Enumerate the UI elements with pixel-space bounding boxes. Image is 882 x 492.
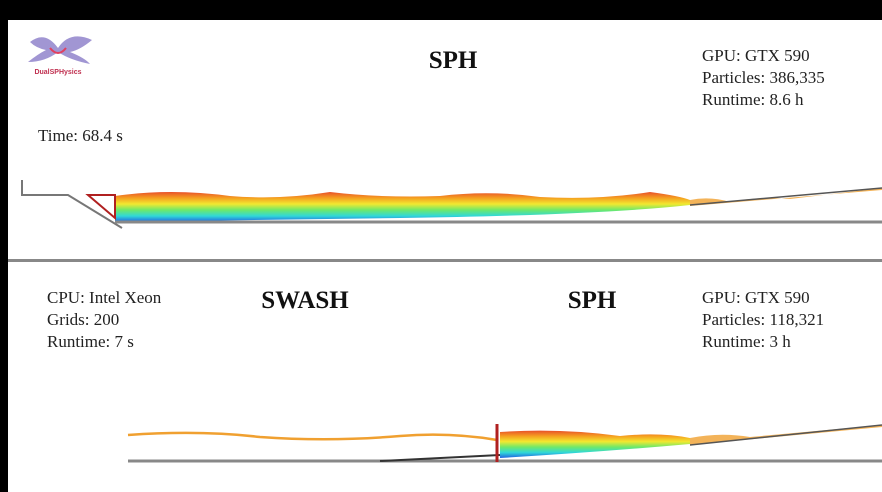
panel-title: SPH xyxy=(429,47,478,74)
panel-title: SWASH xyxy=(261,287,349,314)
spec: CPU: Intel Xeon xyxy=(47,288,162,307)
screen: DualSPHysics SPH GPU: GTX 590 Particles:… xyxy=(0,0,882,492)
logo-text: DualSPHysics xyxy=(34,69,81,76)
spec: Runtime: 3 h xyxy=(702,332,791,351)
spec: Particles: 118,321 xyxy=(702,310,824,329)
divider xyxy=(8,259,882,262)
spec: Runtime: 7 s xyxy=(47,332,134,351)
spec: GPU: GTX 590 xyxy=(702,288,810,307)
time: Time: 68.4 s xyxy=(38,126,123,145)
spec: Grids: 200 xyxy=(47,310,119,329)
spec: GPU: GTX 590 xyxy=(702,46,810,65)
spec: Runtime: 8.6 h xyxy=(702,90,804,109)
spec: Particles: 386,335 xyxy=(702,68,825,87)
panel-title: SPH xyxy=(568,287,617,314)
